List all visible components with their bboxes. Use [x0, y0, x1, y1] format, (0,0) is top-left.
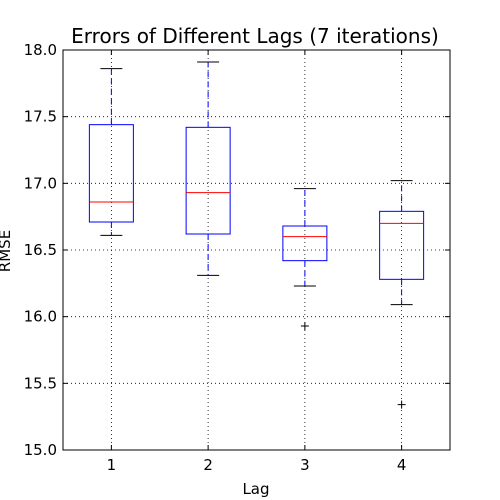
- box-group: [282, 188, 328, 330]
- outlier-point: [300, 322, 309, 330]
- x-tick-label: 3: [300, 456, 310, 474]
- box-iqr: [185, 126, 231, 235]
- y-tick-label: 16.0: [24, 308, 57, 326]
- x-axis-label: Lag: [242, 480, 269, 498]
- outlier-point: [397, 400, 406, 409]
- grid-lines: [63, 50, 450, 450]
- y-axis-label: RMSE: [0, 230, 14, 272]
- y-tick-label: 15.5: [24, 374, 57, 392]
- y-tick-label: 18.0: [24, 41, 57, 59]
- box-iqr: [88, 124, 134, 223]
- y-tick-label: 15.0: [24, 441, 57, 459]
- box-group: [379, 180, 425, 409]
- x-tick-label: 1: [107, 456, 117, 474]
- box-group: [185, 61, 231, 276]
- box-iqr: [379, 210, 425, 280]
- y-tick-label: 16.5: [24, 241, 57, 259]
- y-tick-label: 17.5: [24, 108, 57, 126]
- chart-title: Errors of Different Lags (7 iterations): [71, 24, 439, 48]
- y-tick-label: 17.0: [24, 174, 57, 192]
- box-group: [88, 68, 134, 236]
- plot-area-frame: [62, 49, 451, 451]
- axis-ticks: 15.0 15.5 16.0 16.5 17.0 17.5 18.0 1 2 3 4: [24, 41, 450, 474]
- x-tick-label: 4: [397, 456, 407, 474]
- box-iqr: [282, 225, 328, 262]
- box-plots: [88, 61, 425, 409]
- x-tick-label: 2: [203, 456, 213, 474]
